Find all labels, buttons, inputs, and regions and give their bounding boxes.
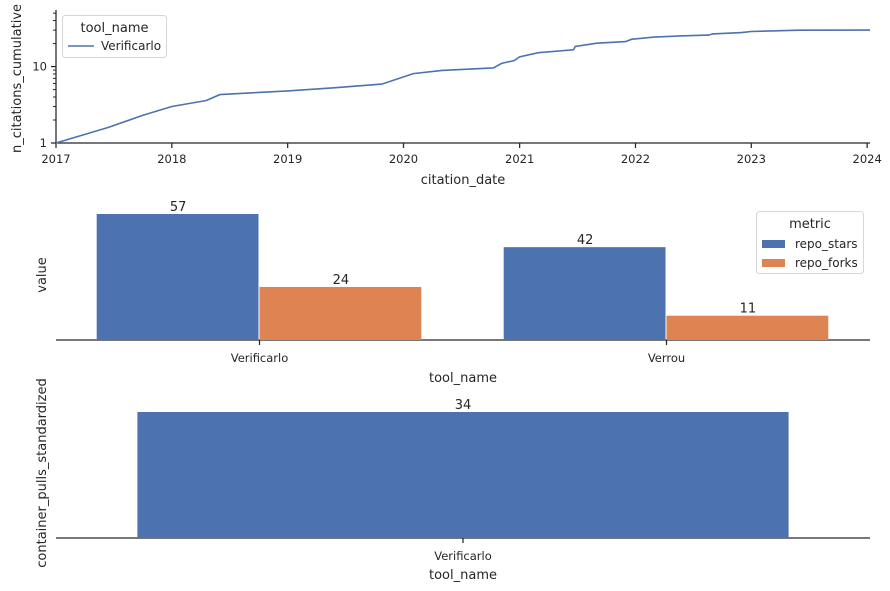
x-axis-label: citation_date: [421, 173, 506, 188]
bar-value-label: 11: [740, 302, 757, 317]
bar-repo-forks-verificarlo: [259, 286, 422, 340]
y-tick-label: 1: [40, 136, 47, 150]
x-axis-label: tool_name: [429, 568, 497, 583]
legend-entry-label: Verificarlo: [101, 39, 161, 53]
bar-repo-forks-verrou: [666, 315, 829, 340]
y-axis-label: value: [35, 257, 50, 293]
x-tick-label: 2020: [389, 152, 418, 166]
legend-title: metric: [789, 217, 831, 232]
bar-chart-repo-metrics: 57 24 Verificarlo 42 11 Verrou tool_name value m…: [35, 200, 870, 386]
x-tick-label: Verificarlo: [434, 549, 492, 563]
bar-repo-stars-verificarlo: [96, 214, 259, 340]
x-axis-label: tool_name: [429, 371, 497, 386]
bar-value-label: 42: [577, 233, 594, 248]
line-chart-cumulative-citations: 2017 2018 2019 2020 2021 2022 2023 2024 1 10 citat…: [10, 4, 882, 188]
y-axis-label: n_citations_cumulative: [10, 4, 25, 153]
legend-title: tool_name: [81, 21, 149, 36]
bar-value-label: 24: [333, 273, 350, 288]
legend-swatch-repo-stars: [762, 240, 785, 248]
x-tick-label: 2017: [41, 152, 70, 166]
y-axis-label: container_pulls_standardized: [35, 378, 50, 567]
legend-frame: [756, 211, 864, 274]
y-tick-label: 10: [32, 60, 47, 74]
bar-container-pulls-verificarlo: [137, 412, 789, 538]
legend: tool_name Verificarlo: [62, 15, 167, 58]
legend: metric repo_stars repo_forks: [756, 211, 864, 274]
x-tick-label: Verificarlo: [231, 351, 289, 365]
bar-repo-stars-verrou: [503, 247, 666, 340]
bar-value-label: 34: [455, 398, 472, 413]
x-tick-label: 2022: [621, 152, 650, 166]
x-tick-label: Verrou: [648, 351, 685, 365]
legend-frame: [62, 15, 167, 58]
legend-swatch-repo-forks: [762, 259, 785, 267]
bar-chart-container-pulls: 34 Verificarlo tool_name container_pulls_st…: [35, 378, 870, 583]
bar-value-label: 57: [170, 200, 187, 215]
x-tick-label: 2021: [505, 152, 534, 166]
x-tick-label: 2018: [157, 152, 186, 166]
x-tick-label: 2023: [737, 152, 766, 166]
x-tick-label: 2024: [853, 152, 882, 166]
legend-entry-label: repo_forks: [795, 256, 858, 270]
x-tick-label: 2019: [273, 152, 302, 166]
series-line-verificarlo: [55, 29, 871, 144]
legend-entry-label: repo_stars: [795, 237, 858, 251]
